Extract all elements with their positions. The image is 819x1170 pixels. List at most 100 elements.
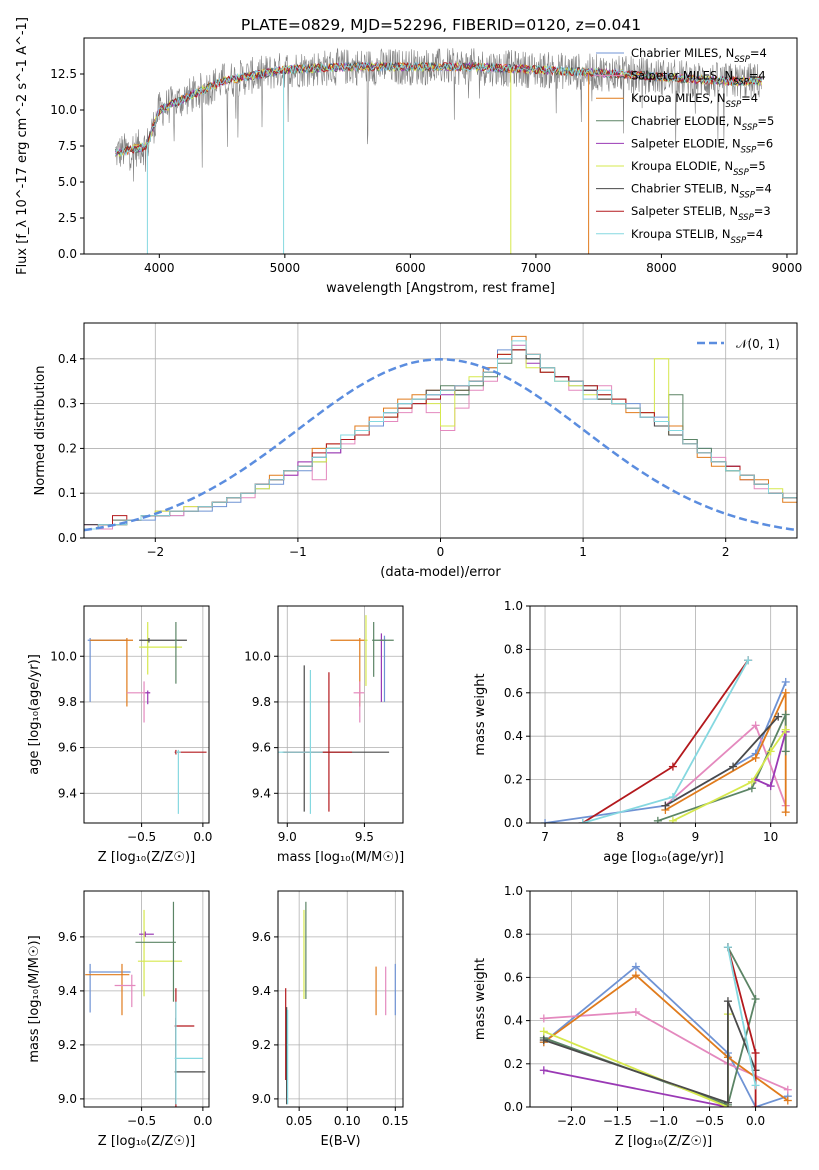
x-tick-label: −1 bbox=[289, 545, 307, 559]
histogram-0 bbox=[84, 344, 797, 538]
x-tick-label: 8 bbox=[616, 830, 624, 844]
weight-line-6 bbox=[664, 716, 779, 807]
legend-entry: Salpeter ELODIE, NSSP=6 bbox=[631, 136, 773, 155]
x-tick-label: 0.15 bbox=[382, 1114, 409, 1128]
legend-entry: Salpeter MILES, NSSP=4 bbox=[631, 69, 766, 88]
y-tick-label: 10.0 bbox=[50, 103, 77, 117]
x-axis-label: Z [log₁₀(Z/Z☉)] bbox=[98, 1134, 195, 1149]
x-axis-label: (data-model)/error bbox=[380, 565, 501, 580]
axes-frame bbox=[529, 605, 798, 824]
x-tick-label: 7000 bbox=[521, 261, 552, 275]
y-tick-label: 1.0 bbox=[504, 599, 523, 613]
x-axis-label: age [log₁₀(age/yr)] bbox=[603, 850, 724, 865]
y-tick-label: 9.8 bbox=[58, 695, 77, 709]
weight-line-5 bbox=[672, 729, 787, 822]
legend-entry: 𝒩(0, 1) bbox=[736, 337, 780, 351]
x-tick-label: −0.5 bbox=[127, 830, 156, 844]
panel-weight_vs_Z: −2.0 −1.5 −1.0 −0.5 0.0 0.0 0.2 0.4 0.6 0.8 1.0 Z [… bbox=[473, 884, 798, 1149]
y-tick-label: 9.6 bbox=[58, 930, 77, 944]
y-tick-label: 0.2 bbox=[504, 773, 523, 787]
plot-area bbox=[84, 335, 797, 538]
x-tick-label: 9000 bbox=[772, 261, 803, 275]
y-axis-label: mass [log₁₀(M/M☉)] bbox=[27, 935, 42, 1062]
legend-entry: Kroupa MILES, NSSP=4 bbox=[631, 91, 758, 110]
figure-title: PLATE=0829, MJD=52296, FIBERID=0120, z=0… bbox=[241, 16, 641, 34]
y-tick-label: 0.2 bbox=[504, 1057, 523, 1071]
y-tick-label: 0.6 bbox=[504, 686, 523, 700]
x-tick-label: 1 bbox=[579, 545, 587, 559]
legend-entry: Chabrier STELIB, NSSP=4 bbox=[631, 182, 772, 201]
axes-frame bbox=[277, 605, 404, 824]
x-tick-label: 2 bbox=[722, 545, 730, 559]
y-tick-label: 9.4 bbox=[58, 984, 77, 998]
weight-line-4 bbox=[543, 1069, 729, 1107]
y-tick-label: 0.2 bbox=[58, 441, 77, 455]
x-tick-label: 0.0 bbox=[746, 1114, 765, 1128]
x-axis-label: Z [log₁₀(Z/Z☉)] bbox=[98, 850, 195, 865]
y-tick-label: 9.4 bbox=[252, 786, 271, 800]
y-axis-label: Flux [f_λ 10^-17 erg cm^-2 s^-1 A^-1] bbox=[15, 17, 30, 275]
y-tick-label: 5.0 bbox=[58, 175, 77, 189]
panel-mass_vs_ebv: 0.05 0.10 0.15 9.0 9.2 9.4 9.6 E(B-V) bbox=[252, 890, 409, 1149]
y-tick-label: 0.0 bbox=[58, 247, 77, 261]
y-tick-label: 0.0 bbox=[58, 531, 77, 545]
y-tick-label: 12.5 bbox=[50, 67, 77, 81]
histogram-3 bbox=[84, 349, 797, 538]
panel-mass_vs_Z: −0.5 0.0 9.0 9.2 9.4 9.6 Z [log₁₀(Z/Z☉)] mass [… bbox=[27, 890, 212, 1149]
x-tick-label: 0.10 bbox=[334, 1114, 361, 1128]
x-tick-label: 7 bbox=[541, 830, 549, 844]
x-tick-label: 6000 bbox=[395, 261, 426, 275]
x-tick-label: −1.0 bbox=[649, 1114, 678, 1128]
model-line-8 bbox=[115, 61, 762, 157]
weight-line-6 bbox=[543, 1000, 757, 1104]
x-axis-label: mass [log₁₀(M/M☉)] bbox=[277, 850, 404, 865]
y-axis-label: age [log₁₀(age/yr)] bbox=[27, 654, 42, 775]
y-tick-label: 9.2 bbox=[58, 1038, 77, 1052]
panel-spectrum: 4000 5000 6000 7000 8000 9000 0.0 2.5 5.0 7.5 10.0… bbox=[15, 17, 802, 296]
y-tick-label: 0.0 bbox=[504, 816, 523, 830]
y-tick-label: 0.0 bbox=[504, 1100, 523, 1114]
histogram-4 bbox=[84, 349, 797, 538]
x-tick-label: −2 bbox=[146, 545, 164, 559]
x-tick-label: 10 bbox=[763, 830, 778, 844]
plot-area bbox=[541, 656, 790, 823]
legend-entry: Chabrier ELODIE, NSSP=5 bbox=[631, 114, 774, 133]
normal-curve bbox=[84, 358, 797, 532]
weight-line-1 bbox=[664, 723, 787, 807]
y-tick-label: 10.0 bbox=[50, 649, 77, 663]
x-axis-label: wavelength [Angstrom, rest frame] bbox=[326, 281, 555, 296]
y-tick-label: 0.4 bbox=[504, 1014, 523, 1028]
plot-area bbox=[115, 47, 762, 254]
x-tick-label: 9 bbox=[692, 830, 700, 844]
plot-area bbox=[85, 901, 206, 1107]
x-tick-label: 5000 bbox=[270, 261, 301, 275]
weight-line-3 bbox=[543, 946, 757, 1106]
panel-weight_vs_age: 7 8 9 10 0.0 0.2 0.4 0.6 0.8 1.0 age [log₁₀(age/yr… bbox=[473, 599, 798, 865]
x-tick-label: 0.05 bbox=[286, 1114, 313, 1128]
y-tick-label: 9.8 bbox=[252, 695, 271, 709]
histogram-7 bbox=[84, 349, 797, 538]
y-tick-label: 9.0 bbox=[252, 1092, 271, 1106]
x-tick-label: 4000 bbox=[144, 261, 175, 275]
y-tick-label: 9.4 bbox=[252, 984, 271, 998]
spectrum-legend: Chabrier MILES, NSSP=4 Salpeter MILES, NS… bbox=[596, 46, 774, 246]
plot-area bbox=[539, 943, 792, 1107]
panel-age_vs_Z: −0.5 0.0 9.4 9.6 9.8 10.0 Z [log₁₀(Z/Z☉)] age [… bbox=[27, 605, 212, 865]
y-tick-label: 0.3 bbox=[58, 397, 77, 411]
histogram-5 bbox=[84, 349, 797, 538]
legend-entry: Kroupa ELODIE, NSSP=5 bbox=[631, 159, 766, 178]
axes-frame bbox=[83, 605, 210, 824]
y-tick-label: 9.2 bbox=[252, 1038, 271, 1052]
y-axis-label: mass weight bbox=[473, 958, 488, 1040]
x-tick-label: 9.5 bbox=[355, 830, 374, 844]
y-axis-label: Normed distribution bbox=[33, 366, 48, 496]
legend-entry: Chabrier MILES, NSSP=4 bbox=[631, 46, 767, 65]
weight-line-8 bbox=[727, 947, 757, 1086]
panels-group: 4000 5000 6000 7000 8000 90000.02.55.07.510.0… bbox=[15, 17, 802, 1149]
plot-area bbox=[87, 621, 207, 814]
x-axis-label: Z [log₁₀(Z/Z☉)] bbox=[615, 1134, 712, 1149]
y-tick-label: 0.4 bbox=[58, 352, 77, 366]
y-tick-label: 9.6 bbox=[252, 930, 271, 944]
weight-line-1 bbox=[543, 1011, 789, 1091]
